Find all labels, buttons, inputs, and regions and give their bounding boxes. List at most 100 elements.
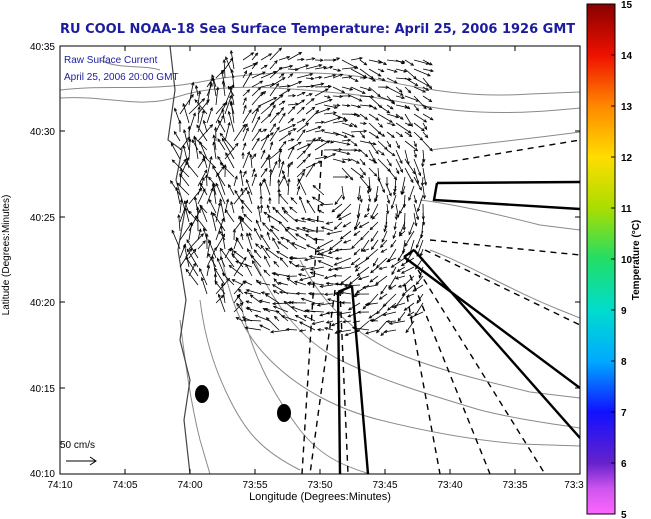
current-vector <box>363 284 379 289</box>
current-vector <box>296 143 311 151</box>
current-vector <box>341 67 358 70</box>
current-vector <box>364 212 370 218</box>
current-vector <box>341 104 350 107</box>
current-vector <box>332 73 343 79</box>
current-vector-head <box>421 163 425 168</box>
current-vector <box>179 136 190 151</box>
current-vector <box>327 298 343 304</box>
current-vector <box>199 204 208 214</box>
current-vector <box>245 327 262 331</box>
current-vector <box>377 104 390 114</box>
current-vector-head <box>320 138 325 143</box>
current-vector <box>277 241 289 250</box>
current-vector-head <box>354 268 359 272</box>
current-vector <box>294 281 307 286</box>
current-vector <box>197 124 213 142</box>
current-vector-head <box>358 98 363 102</box>
current-vector <box>269 104 276 115</box>
current-vector <box>413 149 417 158</box>
current-vector <box>422 185 425 199</box>
colorbar-tick-label: 14 <box>621 51 633 62</box>
current-vector-head <box>188 210 192 215</box>
current-vector-head <box>389 106 394 110</box>
current-vector-head <box>222 58 226 63</box>
current-vector <box>183 129 190 151</box>
current-vector <box>374 194 379 202</box>
current-vector <box>242 123 248 133</box>
current-vector <box>299 275 316 281</box>
current-vector <box>263 211 280 223</box>
current-vector-head <box>244 123 248 128</box>
current-vector-head <box>380 332 385 336</box>
current-vector <box>299 321 316 331</box>
current-vector <box>233 280 246 295</box>
current-vector <box>206 175 208 187</box>
current-vector-head <box>202 188 206 193</box>
current-vector <box>398 284 406 288</box>
current-vector-head <box>243 213 247 218</box>
current-vector-head <box>357 196 361 201</box>
current-vector-head <box>413 199 418 204</box>
current-vector-head <box>226 277 231 282</box>
current-vector <box>214 267 226 286</box>
current-vector-head <box>297 273 302 277</box>
current-vector-head <box>341 89 346 94</box>
station-marker <box>277 404 291 422</box>
current-vector <box>413 68 431 77</box>
current-vector-head <box>269 330 274 334</box>
radar-range-lines <box>301 139 580 474</box>
current-vector <box>270 229 280 241</box>
current-vector <box>260 156 269 169</box>
current-vector <box>212 183 217 205</box>
current-vector <box>358 275 370 280</box>
current-vector <box>404 230 415 247</box>
current-vector-head <box>185 256 189 260</box>
current-vector <box>265 293 280 304</box>
current-vector <box>236 303 244 313</box>
current-vector-head <box>342 159 346 164</box>
x-tick-label: 74:05 <box>112 480 137 491</box>
current-vector-head <box>253 173 257 177</box>
current-vector <box>357 203 361 218</box>
current-vector-head <box>354 78 359 82</box>
current-vector <box>290 197 298 205</box>
current-vector <box>395 59 405 64</box>
current-vector-head <box>273 278 277 282</box>
current-vector <box>218 120 226 133</box>
current-vector-head <box>401 95 406 100</box>
current-vector-head <box>390 244 394 248</box>
current-vector-head <box>398 233 403 237</box>
current-vector <box>224 57 234 70</box>
current-vector <box>359 167 366 176</box>
current-vector-head <box>306 217 311 221</box>
current-vector-head <box>263 269 268 274</box>
current-vector-head <box>344 119 349 123</box>
current-vector-head <box>302 159 307 163</box>
current-vector <box>382 311 397 316</box>
current-vector-head <box>394 276 399 280</box>
current-vector-head <box>215 182 219 187</box>
current-vector-head <box>339 73 344 77</box>
current-vector-head <box>303 315 308 319</box>
current-vector-head <box>403 69 408 73</box>
current-vector <box>232 279 244 286</box>
current-vector-head <box>217 155 221 160</box>
current-vector <box>323 117 341 124</box>
current-vector <box>221 138 235 160</box>
current-vector-head <box>221 272 226 277</box>
current-vector <box>422 122 428 130</box>
current-vector-head <box>402 283 407 287</box>
current-vector <box>395 95 405 99</box>
current-vector <box>370 266 379 274</box>
current-vector <box>260 245 271 259</box>
scale-label: 50 cm/s <box>60 440 95 451</box>
current-vector <box>317 302 334 306</box>
current-vector <box>263 269 271 277</box>
current-vector-head <box>307 153 311 158</box>
current-vector-head <box>280 236 284 240</box>
current-vector <box>419 266 424 279</box>
current-vector <box>380 239 388 248</box>
current-vector-head <box>332 74 337 78</box>
current-vector-head <box>278 66 283 71</box>
current-vector-head <box>236 302 240 307</box>
